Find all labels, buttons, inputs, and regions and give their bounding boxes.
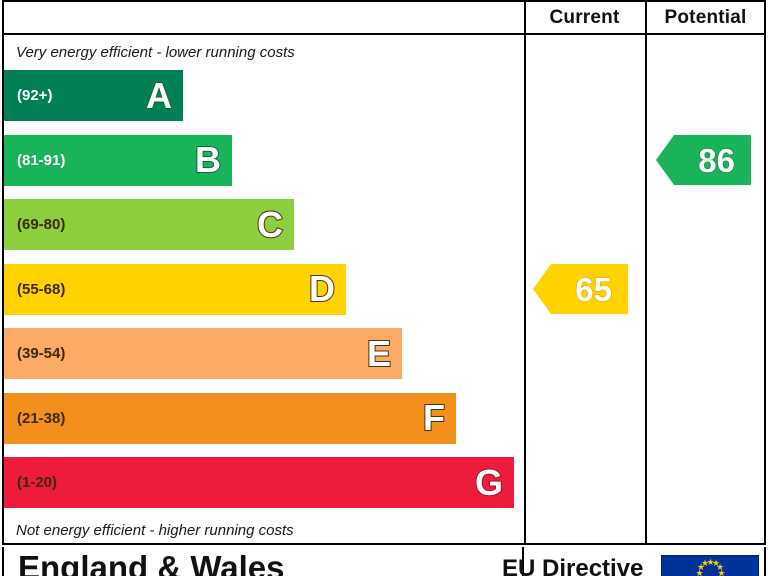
current-rating-value: 65 [575,270,613,308]
chart-header-row: Current Potential [4,2,764,35]
chart-footer: England & Wales EU Directive ★★★★★★★★★★★… [2,547,766,576]
band-letter-f: F [422,397,446,438]
column-divider-potential [645,2,647,543]
band-row-e: (39-54) E [4,328,402,379]
band-range-a: (92+) [17,87,53,104]
band-range-b: (81-91) [17,151,66,169]
footer-directive-label: EU Directive [502,555,644,576]
band-row-f: (21-38) F [4,392,456,444]
band-range-f: (21-38) [17,409,66,427]
footer-region-label: England & Wales [18,549,285,576]
band-letter-c: C [256,203,284,245]
band-row-d: (55-68) D [4,263,346,315]
band-row-c: (69-80) C [4,199,294,250]
chart-frame: Current Potential Very energy efficient … [2,0,766,545]
band-letter-e: E [366,332,392,374]
column-header-current: Current [549,7,620,28]
footer-divider-1 [522,547,524,576]
band-range-e: (39-54) [17,345,66,362]
bands-area: Very energy efficient - lower running co… [4,35,522,543]
band-range-g: (1-20) [17,474,58,491]
column-divider-current [524,2,526,543]
band-range-c: (69-80) [17,216,66,233]
current-rating-arrow: 65 [533,264,628,314]
potential-rating-value: 86 [698,141,736,179]
band-range-d: (55-68) [17,280,66,298]
band-row-g: (1-20) G [4,457,514,508]
band-letter-g: G [474,461,504,503]
band-letter-d: D [308,268,336,309]
band-row-b: (81-91) B [4,134,232,186]
band-row-a: (92+) A [4,70,183,121]
caption-very-efficient: Very energy efficient - lower running co… [16,44,295,61]
caption-not-efficient: Not energy efficient - higher running co… [16,522,294,539]
band-letter-b: B [194,139,222,180]
band-letter-a: A [145,74,173,116]
potential-rating-arrow: 86 [656,135,751,185]
eu-flag-icon: ★★★★★★★★★★★★ [661,555,759,576]
column-header-potential: Potential [664,7,747,28]
